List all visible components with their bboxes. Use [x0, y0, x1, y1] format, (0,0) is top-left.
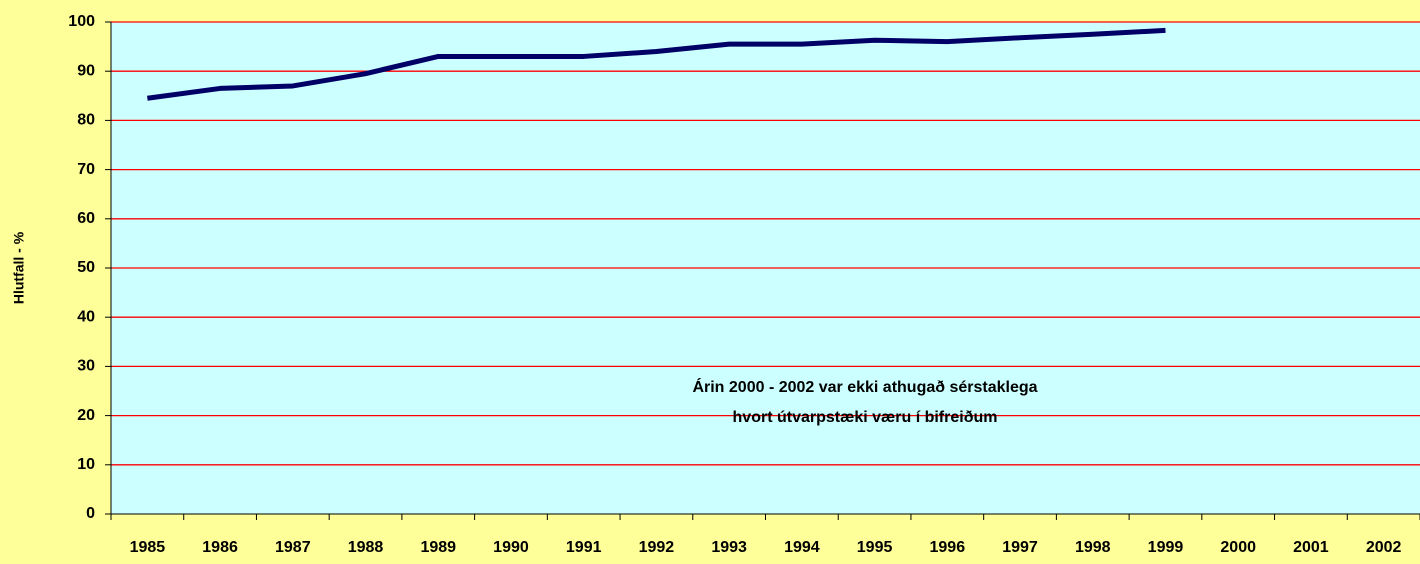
- x-tick-label: 1996: [930, 539, 966, 556]
- y-tick-label: 30: [77, 358, 95, 375]
- x-tick-label: 1987: [275, 539, 311, 556]
- x-tick-label: 1989: [420, 539, 456, 556]
- y-tick-label: 0: [86, 505, 95, 522]
- y-tick-label: 50: [77, 259, 95, 276]
- y-axis-label: Hlutfall - %: [11, 231, 27, 304]
- x-tick-label: 2001: [1293, 539, 1329, 556]
- y-tick-label: 60: [77, 210, 95, 227]
- x-tick-label: 2000: [1220, 539, 1256, 556]
- line-series: [147, 27, 1166, 101]
- x-tick-label: 2002: [1366, 539, 1402, 556]
- y-tick-label: 40: [77, 308, 95, 325]
- x-tick-label: 1992: [639, 539, 675, 556]
- x-tick-label: 1994: [784, 539, 820, 556]
- x-tick-label: 1986: [202, 539, 238, 556]
- x-tick-label: 1999: [1148, 539, 1184, 556]
- y-tick-label: 90: [77, 62, 95, 79]
- annotation: Árin 2000 - 2002 var ekki athugað sérsta…: [692, 377, 1037, 396]
- x-tick-label: 1988: [348, 539, 384, 556]
- x-tick-label: 1998: [1075, 539, 1111, 556]
- y-tick-label: 70: [77, 161, 95, 178]
- x-tick-label: 1990: [493, 539, 529, 556]
- x-tick-label: 1993: [711, 539, 747, 556]
- x-tick-label: 1991: [566, 539, 602, 556]
- annotation: hvort útvarpstæki væru í bifreiðum: [733, 409, 998, 426]
- y-tick-label: 80: [77, 112, 95, 129]
- x-tick-label: 1997: [1002, 539, 1038, 556]
- x-tick-label: 1995: [857, 539, 893, 556]
- y-tick-label: 20: [77, 407, 95, 424]
- x-tick-label: 1985: [130, 539, 166, 556]
- y-tick-label: 100: [68, 13, 95, 30]
- y-tick-label: 10: [77, 456, 95, 473]
